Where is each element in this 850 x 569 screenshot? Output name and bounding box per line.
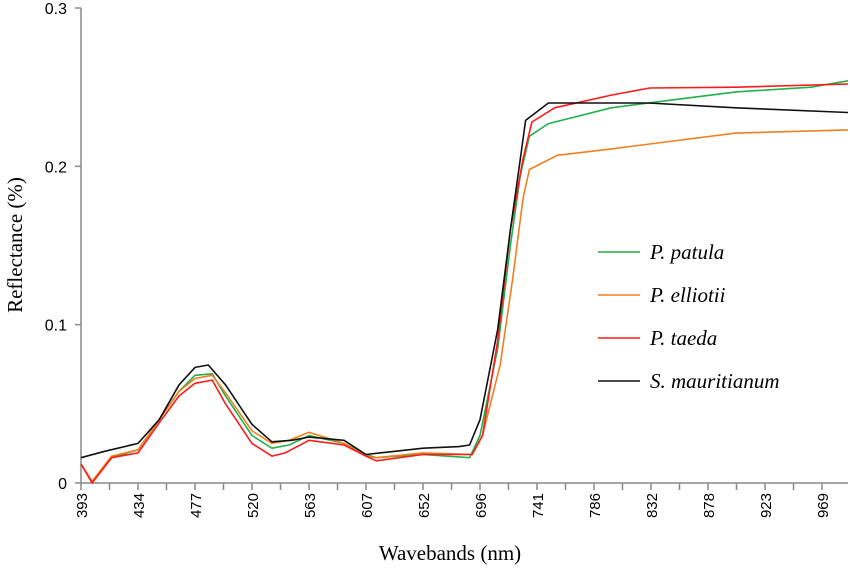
y-axis-title: Reflectance (%): [3, 177, 27, 313]
y-tick-label: 0.1: [45, 318, 67, 335]
y-tick-label: 0: [58, 476, 67, 493]
x-axis-title: Wavebands (nm): [379, 541, 521, 565]
series-line-p-patula: [80, 80, 849, 483]
x-tick-label: 832: [644, 493, 661, 518]
series-line-s-mauritianum: [80, 102, 849, 459]
x-tick-label: 393: [74, 493, 91, 518]
x-tick-label: 786: [587, 493, 604, 518]
legend-label: P. elliotii: [649, 283, 726, 307]
x-tick-label: 607: [359, 493, 376, 518]
series-line-p-taeda: [80, 83, 849, 484]
x-tick-label: 696: [473, 493, 490, 518]
x-tick-label: 652: [416, 493, 433, 518]
x-tick-label: 434: [131, 493, 148, 518]
series-line-p-elliotii: [80, 129, 849, 483]
x-tick-label: 520: [245, 493, 262, 518]
x-tick-label: 563: [302, 493, 319, 518]
y-tick-label: 0.2: [45, 159, 67, 176]
x-tick-label: 923: [758, 493, 775, 518]
x-tick-label: 741: [530, 493, 547, 518]
x-tick-label: 878: [701, 493, 718, 518]
x-tick-label: 477: [188, 493, 205, 518]
x-tick-label: 969: [815, 493, 832, 518]
legend-label: P. taeda: [649, 326, 717, 350]
legend-label: P. patula: [649, 240, 724, 264]
y-tick-label: 0.3: [45, 1, 67, 18]
legend-label: S. mauritianum: [650, 369, 780, 393]
